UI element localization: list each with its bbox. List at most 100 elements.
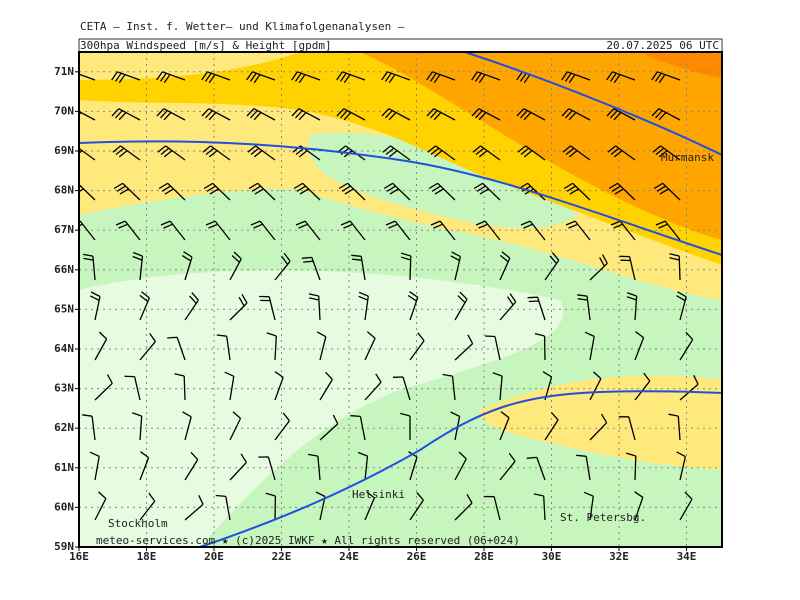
wind-barb — [589, 371, 602, 401]
header-line: CETA – Inst. f. Wetter– und Klimafolgena… — [80, 20, 405, 33]
header-time: 20.07.2025 06 UTC — [606, 39, 719, 52]
wind-barb — [338, 182, 366, 201]
wind-barb — [308, 293, 321, 321]
wind-barb — [427, 145, 456, 161]
wind-barb — [274, 252, 291, 281]
x-axis-label: 20E — [204, 550, 224, 563]
wind-barb — [544, 412, 559, 441]
header-parameter: 300hpa_Windspeed_[m/s]_&_Height_[gpdm] — [80, 39, 332, 52]
y-axis-label: 60N — [54, 500, 74, 513]
wind-barb — [619, 255, 636, 281]
wind-barb — [274, 412, 290, 441]
wind-barb — [499, 251, 511, 281]
wind-barb — [295, 220, 321, 241]
wind-barb — [517, 145, 546, 161]
height-contour — [464, 52, 722, 156]
height-contour — [199, 390, 722, 547]
wind-barb — [527, 296, 546, 321]
wind-barb — [471, 71, 501, 84]
wind-barb — [668, 413, 681, 441]
wind-barb — [139, 492, 156, 521]
wind-barb — [246, 71, 276, 84]
zone — [79, 52, 300, 80]
wind-barb — [336, 71, 366, 84]
wind-barb — [364, 373, 382, 401]
y-axis-label: 62N — [54, 421, 74, 434]
wind-barb — [293, 182, 321, 201]
y-axis-label: 66N — [54, 263, 74, 276]
wind-barb — [563, 182, 591, 201]
wind-barb — [259, 295, 276, 321]
wind-barb — [565, 220, 591, 241]
wind-barb — [350, 415, 366, 441]
wind-barb — [111, 108, 141, 121]
wind-barb — [589, 413, 608, 441]
wind-barb — [454, 334, 474, 361]
wind-barb — [157, 145, 186, 161]
wind-barb — [132, 251, 144, 281]
wind-barb — [583, 491, 594, 521]
wind-barb — [301, 256, 321, 281]
wind-barb — [224, 371, 235, 401]
wind-barb — [246, 108, 276, 121]
zone — [79, 270, 564, 547]
y-axis-label: 64N — [54, 342, 74, 355]
wind-barb — [124, 375, 141, 401]
wind-barb — [471, 108, 501, 121]
city-label: Stockholm — [108, 517, 168, 530]
wind-barb — [265, 492, 277, 521]
wind-barb — [181, 251, 193, 281]
wind-barb — [229, 251, 242, 281]
wind-barb — [184, 495, 204, 521]
wind-barb — [139, 333, 156, 361]
wind-barb — [364, 491, 375, 521]
zone — [480, 375, 722, 470]
wind-barb — [669, 253, 681, 281]
wind-barb — [385, 220, 411, 241]
wind-barb — [381, 71, 411, 84]
map-area — [79, 52, 722, 547]
wind-barb — [258, 456, 276, 481]
wind-barb — [606, 108, 636, 121]
city-label: Helsinki — [352, 488, 405, 501]
wind-barb — [533, 493, 546, 521]
x-axis-label: 24E — [339, 550, 359, 563]
wind-barb — [319, 371, 333, 401]
wind-barb — [307, 453, 321, 481]
x-axis-label: 16E — [69, 550, 89, 563]
wind-barb — [79, 110, 96, 121]
wind-barb — [676, 451, 687, 481]
wind-barb — [518, 182, 546, 201]
wind-barb — [454, 451, 467, 481]
wind-barb — [475, 220, 501, 241]
wind-barb — [409, 332, 425, 361]
wind-barb — [315, 491, 326, 521]
wind-barb — [652, 145, 681, 161]
wind-barb — [174, 373, 186, 401]
wind-barb — [407, 291, 419, 321]
wind-barb — [561, 108, 591, 121]
wind-barb — [292, 145, 321, 161]
wind-barb — [112, 145, 141, 161]
wind-barb — [247, 145, 276, 161]
wind-barb — [319, 414, 339, 441]
wind-barb — [606, 71, 636, 84]
x-axis-label: 34E — [677, 550, 697, 563]
wind-barb — [184, 292, 199, 321]
footer: meteo-services.com ★ (c)2025 IWKF ★ All … — [96, 534, 520, 547]
wind-barb — [426, 71, 456, 84]
y-axis-label: 65N — [54, 302, 74, 315]
wind-barb — [584, 331, 595, 361]
x-axis-label: 28E — [474, 550, 494, 563]
wind-barb — [201, 71, 231, 84]
wind-barb — [358, 291, 369, 321]
wind-barb — [383, 182, 411, 201]
wind-barb — [131, 412, 143, 441]
wind-barb — [266, 332, 277, 361]
wind-barb — [634, 491, 644, 521]
wind-barb — [113, 182, 141, 201]
wind-barb — [201, 108, 231, 121]
wind-barb — [82, 414, 96, 441]
wind-barb — [229, 453, 247, 481]
